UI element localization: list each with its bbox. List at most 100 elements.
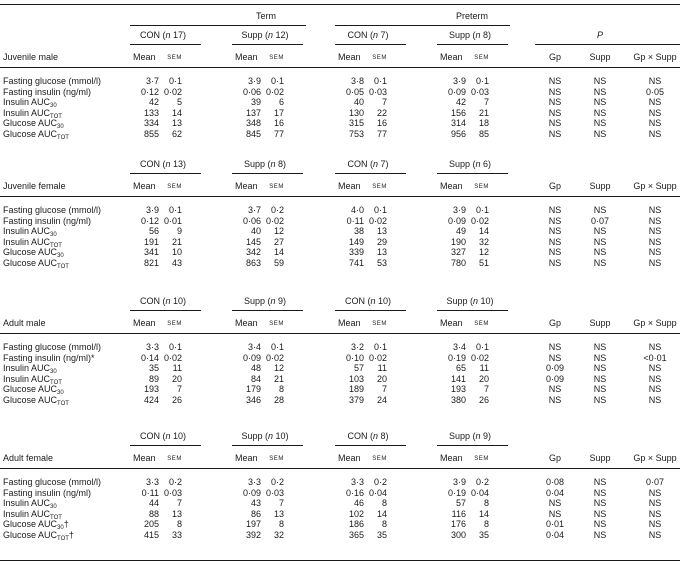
sem-cell: 0·04 xyxy=(470,487,489,498)
row-label: Fasting insulin (ng/ml) xyxy=(3,87,91,98)
row-label: Glucose AUCTOT xyxy=(3,129,69,141)
mean-cell: 956 xyxy=(450,129,466,139)
mean-cell: 130 xyxy=(348,107,364,118)
mean-cell: 193 xyxy=(450,384,466,395)
sem-cell: 0·1 xyxy=(373,76,387,86)
sem-cell: 8 xyxy=(278,519,284,530)
p-cell: NS xyxy=(648,97,662,108)
sem-cell: 13 xyxy=(376,226,387,237)
p-cell: NS xyxy=(593,373,607,384)
mean-cell: 0·12 xyxy=(140,86,159,97)
p-subheader: Supp xyxy=(589,181,611,191)
group-rule xyxy=(130,173,201,174)
section-title: Adult female xyxy=(3,453,54,463)
row-label-text: Glucose AUC xyxy=(3,247,58,258)
group-n-open: ( xyxy=(467,296,473,306)
sem-cell: 13 xyxy=(376,247,387,258)
mean-cell: 42 xyxy=(148,97,159,108)
row-label-text: Fasting insulin (ng/ml) xyxy=(3,86,92,97)
mean-cell: 780 xyxy=(450,258,466,268)
group-label: Supp xyxy=(241,431,263,441)
sem-header: SEM xyxy=(167,184,182,190)
p-cell: 0·04 xyxy=(545,530,565,540)
sem-header: SEM xyxy=(167,321,182,327)
sem-cell: 0·1 xyxy=(168,205,182,215)
sem-cell: 7 xyxy=(176,384,182,395)
mean-cell: 103 xyxy=(348,373,364,384)
p-subheader: Supp xyxy=(589,52,611,62)
mean-cell: 116 xyxy=(451,508,466,519)
mean-cell: 40 xyxy=(353,97,364,108)
p-cell: NS xyxy=(593,97,607,108)
mean-cell: 35 xyxy=(148,363,159,374)
group-header: CON (n 13) xyxy=(140,159,186,170)
p-cell: 0·01 xyxy=(545,519,565,530)
term-rule xyxy=(130,25,306,26)
row-label-text: Glucose AUC xyxy=(3,519,58,530)
group-n-close: ) xyxy=(183,30,187,40)
mean-cell: 314 xyxy=(450,118,466,129)
p-cell: NS xyxy=(548,107,562,118)
row-label-subscript: 30 xyxy=(50,369,57,376)
sem-cell: 0·03 xyxy=(265,487,284,498)
mean-header: Mean xyxy=(338,52,361,62)
row-label: Fasting insulin (ng/ml) xyxy=(3,488,91,499)
group-rule xyxy=(437,310,508,311)
sem-cell: 0·04 xyxy=(368,487,387,498)
sem-cell: 0·02 xyxy=(265,86,284,97)
sem-header: SEM xyxy=(269,456,284,462)
group-n-value: 7 xyxy=(378,30,386,40)
sem-cell: 12 xyxy=(273,226,284,237)
sem-cell: 14 xyxy=(376,508,387,519)
sem-cell: 59 xyxy=(273,258,284,268)
group-header: Supp (n 9) xyxy=(244,296,286,307)
sem-header: SEM xyxy=(372,456,387,462)
mean-cell: 0·19 xyxy=(447,487,466,498)
row-label: Fasting glucose (mmol/l) xyxy=(3,205,101,216)
sem-cell: 27 xyxy=(273,236,284,247)
p-cell: NS xyxy=(548,247,562,258)
p-cell: NS xyxy=(593,530,607,540)
row-label: Glucose AUCTOT† xyxy=(3,530,74,542)
p-cell: NS xyxy=(593,76,607,86)
group-rule xyxy=(232,44,303,45)
mean-header: Mean xyxy=(338,453,361,463)
p-cell: NS xyxy=(548,97,562,108)
mean-header: Mean xyxy=(235,181,258,191)
sem-cell: 8 xyxy=(381,519,387,530)
p-cell: NS xyxy=(648,508,662,519)
row-label-subscript: TOT xyxy=(57,536,69,542)
sem-cell: 0·1 xyxy=(270,76,284,86)
group-n-open: ( xyxy=(262,30,268,40)
sem-cell: 0·2 xyxy=(168,477,182,487)
mean-cell: 88 xyxy=(148,508,159,519)
bottom-rule xyxy=(0,560,680,561)
group-n-value: 6 xyxy=(480,159,489,169)
mean-header: Mean xyxy=(338,318,361,328)
mean-cell: 193 xyxy=(143,384,159,395)
p-cell: NS xyxy=(648,498,662,509)
group-n-symbol: n xyxy=(270,296,276,306)
sem-header: SEM xyxy=(474,321,489,327)
group-label: CON xyxy=(347,30,368,40)
sem-cell: 5 xyxy=(176,97,182,108)
row-label: Insulin AUC30 xyxy=(3,97,57,109)
row-label-text: Insulin AUC xyxy=(3,107,51,118)
row-label-subscript: 30 xyxy=(50,504,57,511)
p-cell: 0·07 xyxy=(645,477,665,487)
sem-cell: 7 xyxy=(176,498,182,509)
row-label-text: Glucose AUC xyxy=(3,129,58,139)
group-n-value: 9 xyxy=(480,431,489,441)
sem-cell: 20 xyxy=(376,373,387,384)
group-label: Supp xyxy=(446,296,468,306)
mean-cell: 3·9 xyxy=(452,76,466,86)
group-header: Supp (n 8) xyxy=(244,159,286,170)
row-label-subscript: TOT xyxy=(50,379,62,386)
section-rule xyxy=(0,67,680,68)
group-label: Supp xyxy=(448,159,470,169)
mean-cell: 156 xyxy=(450,107,466,118)
row-label-subscript: 30 xyxy=(57,390,64,397)
p-cell: NS xyxy=(593,258,607,268)
p-cell: NS xyxy=(593,519,607,530)
row-label-text: Fasting insulin (ng/ml) xyxy=(3,215,92,226)
